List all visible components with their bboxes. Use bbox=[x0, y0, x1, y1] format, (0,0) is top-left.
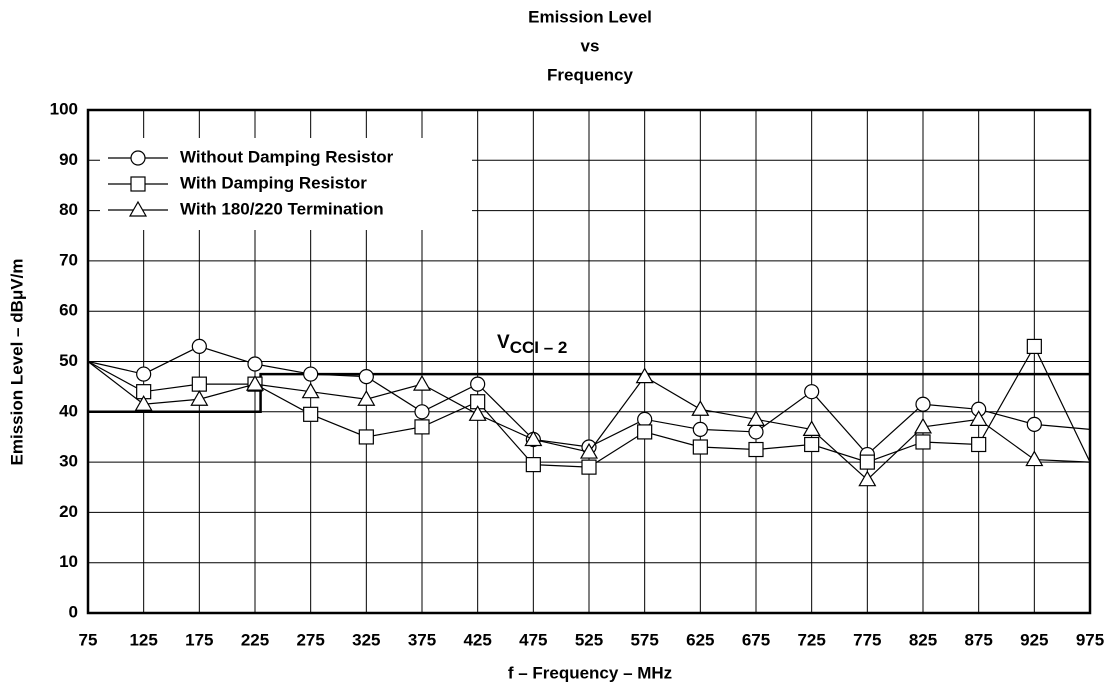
marker bbox=[414, 404, 430, 420]
y-tick-label: 10 bbox=[59, 552, 78, 571]
y-axis-label: Emission Level – dBμV/m bbox=[7, 259, 26, 466]
marker bbox=[579, 442, 599, 459]
marker bbox=[637, 424, 653, 440]
marker bbox=[802, 420, 821, 437]
chart-title: vs bbox=[581, 36, 600, 55]
chart-title: Frequency bbox=[547, 65, 634, 84]
x-tick-label: 875 bbox=[964, 630, 992, 649]
y-tick-label: 30 bbox=[59, 452, 78, 471]
x-tick-label: 475 bbox=[519, 630, 547, 649]
marker bbox=[136, 366, 152, 382]
marker bbox=[303, 366, 319, 382]
y-tick-label: 100 bbox=[50, 99, 78, 118]
marker bbox=[470, 376, 486, 392]
x-axis-label: f – Frequency – MHz bbox=[508, 663, 672, 682]
y-tick-label: 50 bbox=[59, 351, 78, 370]
x-tick-label: 75 bbox=[79, 630, 98, 649]
marker bbox=[247, 356, 263, 372]
marker bbox=[191, 338, 207, 355]
marker bbox=[358, 368, 374, 385]
marker bbox=[468, 405, 487, 421]
marker bbox=[1025, 450, 1044, 467]
y-tick-label: 20 bbox=[59, 502, 78, 521]
y-tick-label: 60 bbox=[59, 301, 78, 320]
x-tick-label: 925 bbox=[1020, 630, 1048, 649]
legend-label: With 180/220 Termination bbox=[180, 199, 384, 218]
limit-label: VCCI – 2 bbox=[497, 332, 567, 357]
marker bbox=[692, 439, 708, 455]
x-tick-label: 675 bbox=[742, 630, 770, 649]
limit-label-sub: CCI – 2 bbox=[510, 338, 568, 357]
limit-line bbox=[88, 372, 1090, 414]
chart-title: Emission Level bbox=[528, 7, 652, 26]
marker bbox=[913, 417, 933, 434]
y-tick-label: 80 bbox=[59, 200, 78, 219]
marker bbox=[692, 421, 708, 438]
marker bbox=[134, 395, 153, 411]
marker bbox=[859, 454, 875, 470]
x-tick-label: 125 bbox=[129, 630, 157, 649]
marker bbox=[858, 470, 877, 487]
marker bbox=[525, 457, 541, 473]
x-tick-label: 225 bbox=[241, 630, 269, 649]
marker bbox=[746, 410, 766, 426]
x-tick-label: 825 bbox=[909, 630, 937, 649]
marker bbox=[524, 430, 543, 447]
marker bbox=[303, 406, 319, 422]
marker bbox=[245, 374, 265, 391]
x-tick-label: 325 bbox=[352, 630, 380, 649]
marker bbox=[804, 436, 820, 453]
x-tick-label: 525 bbox=[575, 630, 603, 649]
legend-marker bbox=[128, 200, 148, 217]
y-tick-label: 40 bbox=[59, 401, 78, 420]
marker bbox=[357, 390, 376, 406]
x-tick-label: 275 bbox=[296, 630, 324, 649]
legend-label: Without Damping Resistor bbox=[180, 147, 394, 166]
x-tick-label: 775 bbox=[853, 630, 881, 649]
marker bbox=[191, 376, 207, 392]
marker bbox=[969, 410, 988, 426]
marker bbox=[748, 424, 764, 440]
marker bbox=[581, 459, 597, 475]
x-tick-label: 625 bbox=[686, 630, 714, 649]
marker bbox=[358, 429, 374, 445]
x-tick-label: 175 bbox=[185, 630, 213, 649]
x-tick-label: 375 bbox=[408, 630, 436, 649]
marker bbox=[915, 434, 931, 450]
marker bbox=[301, 382, 320, 399]
y-tick-label: 90 bbox=[59, 150, 78, 169]
marker bbox=[1026, 338, 1042, 355]
legend-marker bbox=[130, 176, 146, 192]
y-tick-label: 70 bbox=[59, 250, 78, 269]
marker bbox=[971, 436, 987, 453]
y-tick-label: 0 bbox=[69, 602, 78, 621]
marker bbox=[691, 400, 710, 416]
limit-label-main: V bbox=[497, 332, 510, 353]
legend-label: With Damping Resistor bbox=[180, 173, 367, 192]
x-tick-label: 975 bbox=[1076, 630, 1104, 649]
legend-marker bbox=[130, 150, 146, 166]
marker bbox=[414, 419, 430, 435]
marker bbox=[412, 374, 432, 391]
marker bbox=[190, 390, 209, 406]
marker bbox=[915, 396, 931, 412]
marker bbox=[635, 367, 654, 384]
marker bbox=[637, 411, 653, 427]
x-tick-label: 425 bbox=[463, 630, 491, 649]
x-tick-label: 725 bbox=[797, 630, 825, 649]
marker bbox=[748, 441, 764, 458]
x-tick-label: 575 bbox=[630, 630, 658, 649]
marker bbox=[804, 384, 820, 400]
marker bbox=[1026, 416, 1042, 432]
